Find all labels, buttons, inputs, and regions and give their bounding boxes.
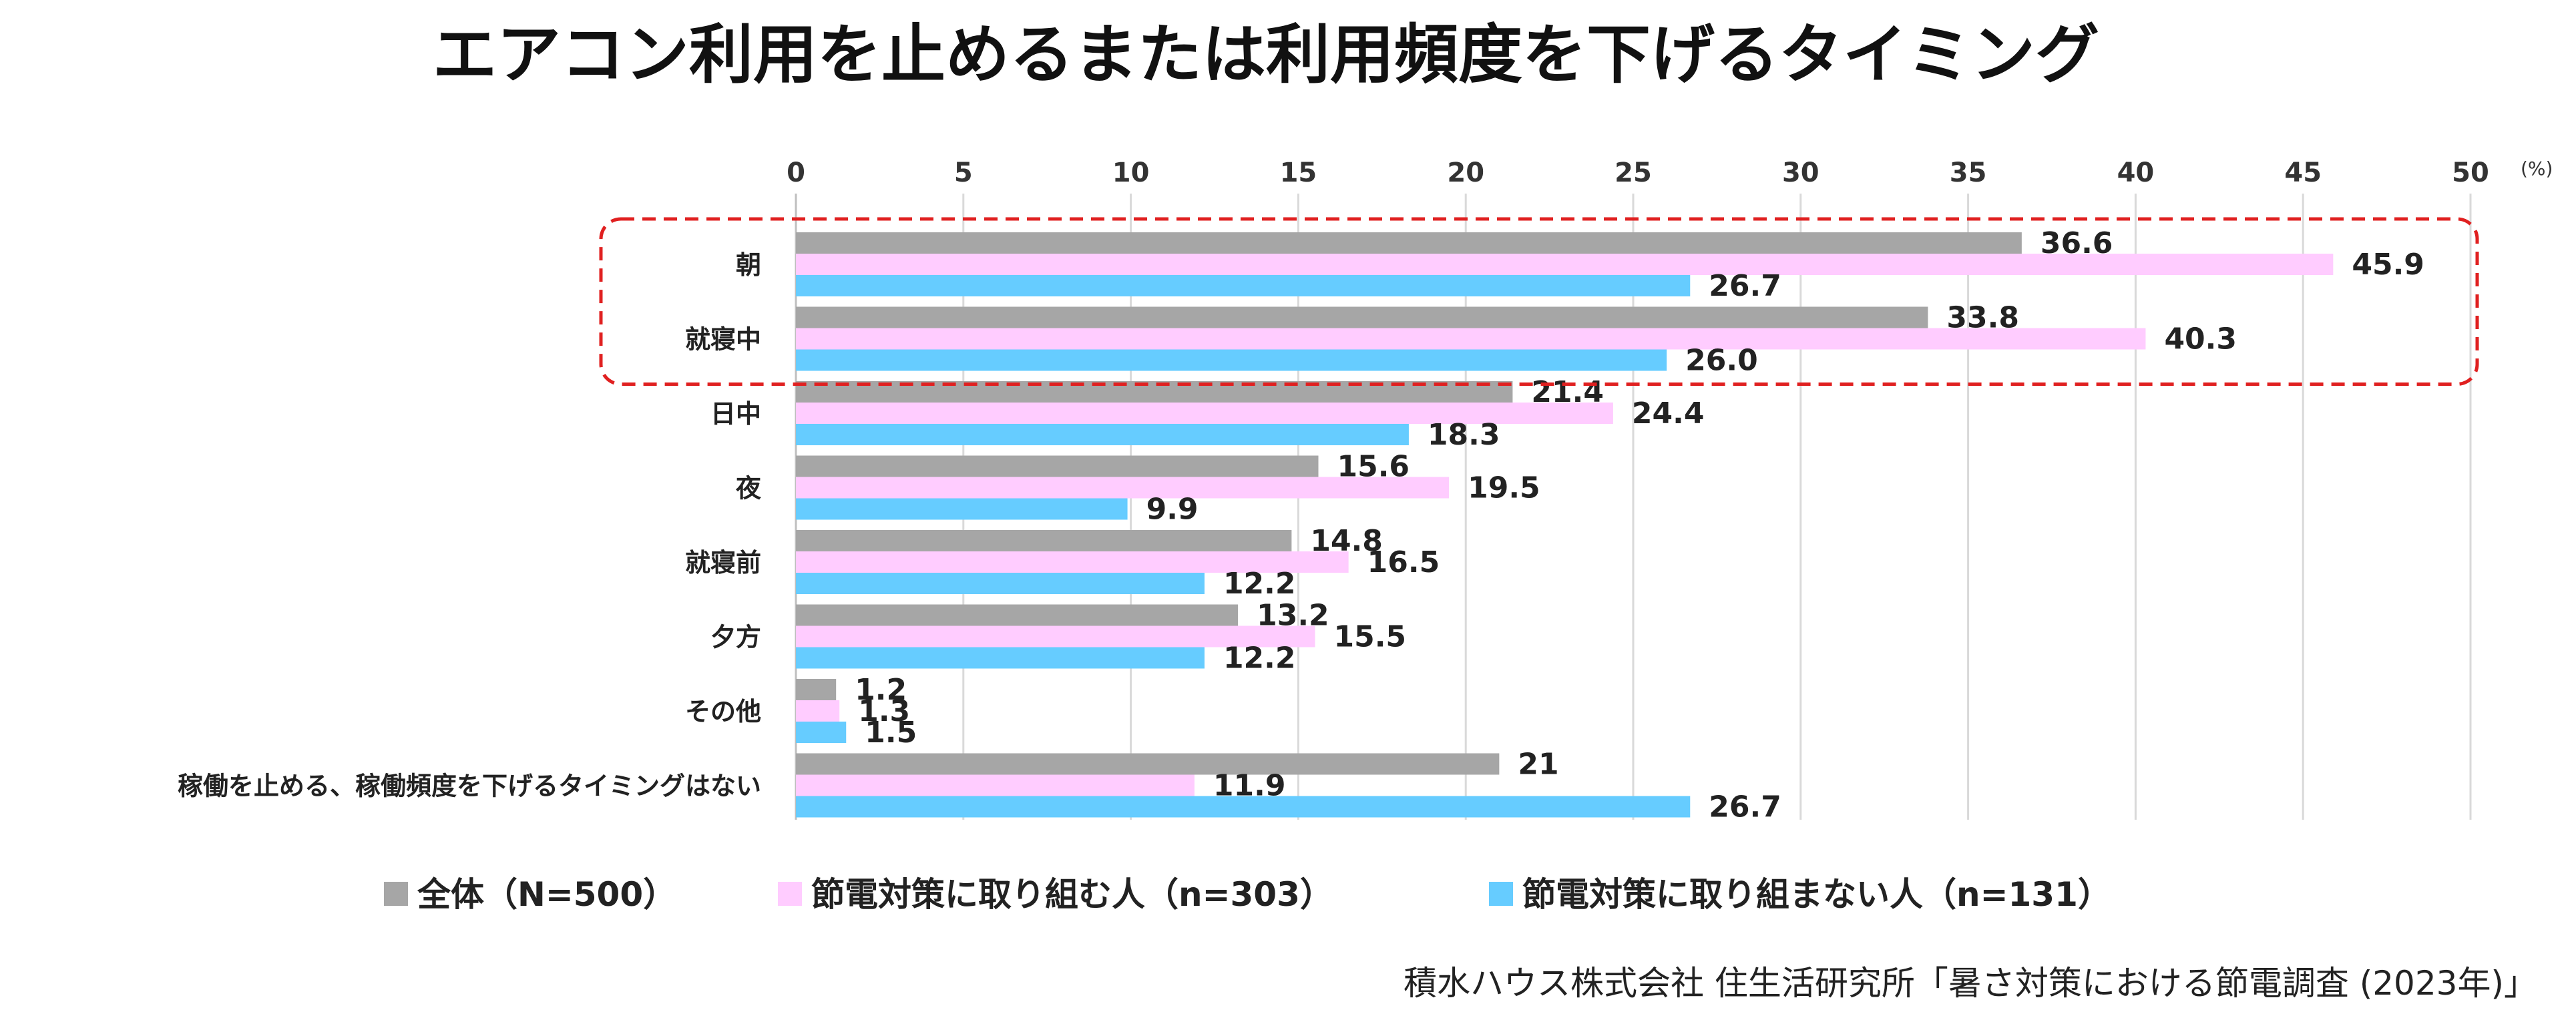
data-label-series-3-6: 12.2 [1223,641,1296,676]
data-label-series-1-2: 33.8 [1946,301,2019,335]
data-label-series-1-7: 1.2 [855,673,907,707]
data-label-series-3-7: 1.5 [865,716,917,750]
bar-series-2-8 [796,774,1195,796]
category-label: 夜 [735,474,762,503]
tick-label-15: 15 [1280,158,1317,188]
data-label-series-2-6: 15.5 [1333,620,1406,654]
gridlines [795,194,2472,820]
source-note: 積水ハウス株式会社 住生活研究所「暑さ対策における節電調査 (2023年)」 [1404,964,2537,1003]
legend-swatch-2 [778,882,802,906]
data-label-series-3-2: 26.0 [1685,344,1758,378]
bar-series-1-2 [796,306,1928,328]
bar-series-2-3 [796,403,1613,424]
bar-series-3-6 [796,647,1205,669]
data-label-series-2-8: 11.9 [1213,769,1286,803]
tick-label-30: 30 [1782,158,1819,188]
bar-series-3-7 [796,722,847,743]
tick-label-5: 5 [954,158,973,188]
data-label-series-2-5: 16.5 [1367,545,1440,579]
bars [796,232,2334,818]
tick-label-50: 50 [2452,158,2489,188]
data-label-series-3-8: 26.7 [1709,790,1781,824]
category-label: 朝 [736,250,761,280]
tick-label-10: 10 [1112,158,1150,188]
tick-label-20: 20 [1447,158,1484,188]
data-label-series-3-4: 9.9 [1146,493,1199,527]
category-label: 日中 [710,399,761,429]
bar-series-2-5 [796,551,1349,573]
category-label: 就寝中 [685,325,761,354]
legend-label-1: 全体（N=500） [417,875,676,914]
data-label-series-3-3: 18.3 [1428,418,1500,452]
bar-series-3-8 [796,796,1691,818]
bar-series-2-2 [796,328,2146,350]
tick-label-40: 40 [2117,158,2155,188]
data-label-series-1-3: 21.4 [1531,375,1604,409]
tick-label-25: 25 [1615,158,1652,188]
bar-series-1-5 [796,530,1292,551]
data-label-series-3-1: 26.7 [1709,269,1781,303]
bar-series-3-2 [796,349,1667,371]
legend-swatch-1 [384,882,408,906]
data-label-series-2-4: 19.5 [1468,471,1540,505]
tick-label-0: 0 [787,158,805,188]
data-label-series-1-8: 21 [1518,748,1558,782]
bar-series-1-4 [796,455,1319,477]
category-label: その他 [685,697,761,726]
data-label-series-2-2: 40.3 [2164,322,2237,356]
legend: 全体（N=500） 節電対策に取り組む人（n=303） 節電対策に取り組まない人（n… [384,875,2111,914]
data-label-series-2-1: 45.9 [2352,248,2424,282]
data-label-series-3-5: 12.2 [1223,567,1296,601]
legend-label-2: 節電対策に取り組む人（n=303） [811,875,1333,914]
bar-series-3-1 [796,275,1691,296]
category-label: 就寝前 [685,548,761,577]
data-label-series-1-4: 15.6 [1337,450,1410,484]
data-label-series-1-6: 13.2 [1257,599,1329,633]
bar-series-1-6 [796,604,1239,626]
data-label-series-2-3: 24.4 [1632,397,1705,431]
bar-series-2-6 [796,625,1315,648]
data-labels: 36.6 45.9 26.7 33.8 40.3 26.0 21.4 24.4 18.3 15.6… [855,226,2424,824]
bar-series-1-1 [796,232,2022,254]
bar-series-1-7 [796,679,837,700]
bar-series-3-4 [796,498,1128,520]
data-label-series-2-7: 1.3 [858,694,910,728]
tick-label-45: 45 [2284,158,2322,188]
chart-title: エアコン利用を止めるまたは利用頻度を下げるタイミング [433,17,2099,92]
highlight-box [599,217,2479,386]
tick-label-35: 35 [1950,158,1987,188]
legend-label-3: 節電対策に取り組まない人（n=131） [1522,875,2111,914]
data-label-series-1-1: 36.6 [2041,226,2113,260]
bar-series-1-8 [796,753,1500,775]
bar-series-3-5 [796,573,1205,594]
bar-series-3-3 [796,424,1409,445]
data-label-series-1-5: 14.8 [1310,524,1383,558]
axis-ticks: 0 5 10 15 20 25 30 35 40 45 50 [787,158,2489,188]
bar-series-2-1 [796,254,2334,275]
category-label: 夕方 [710,623,761,652]
legend-swatch-3 [1489,882,1513,906]
category-label: 稼働を止める、稼働頻度を下げるタイミングはない [178,772,761,801]
bar-series-2-4 [796,477,1450,499]
axis-unit-label: (%) [2521,158,2553,180]
bar-series-2-7 [796,700,840,722]
